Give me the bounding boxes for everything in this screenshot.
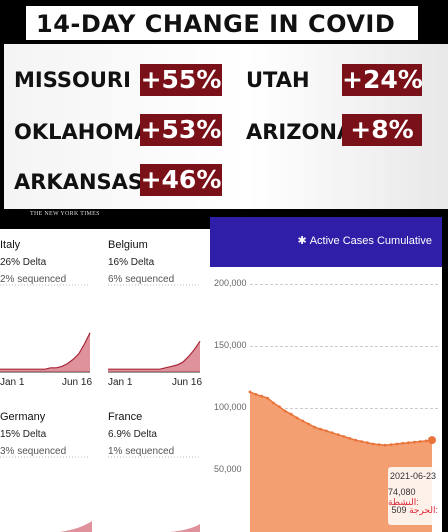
tooltip-active: 74,080 النشطة:	[388, 487, 438, 508]
data-point	[424, 439, 428, 443]
data-point	[336, 433, 340, 437]
tooltip-active-value: 74,080	[388, 487, 416, 497]
x-end-label-italy: Jun 16	[62, 377, 93, 388]
data-point	[348, 437, 352, 440]
data-point	[248, 390, 252, 394]
chart-header	[210, 217, 442, 267]
series-line-belgium	[108, 340, 201, 370]
change-badge-missouri: +55%	[140, 64, 222, 96]
country-label-france: France	[108, 411, 143, 423]
data-point	[278, 405, 281, 409]
delta-share-france: 6.9% Delta	[108, 429, 157, 440]
data-point	[254, 393, 258, 396]
country-label-italy: Italy	[0, 239, 21, 251]
data-point	[260, 394, 264, 398]
sequenced-share-germany: 3% sequenced	[0, 446, 67, 457]
data-point	[366, 441, 369, 445]
y-tick-label: 150,000	[214, 340, 247, 350]
state-label-utah: UTAH	[246, 68, 310, 92]
series-area-belgium	[108, 341, 200, 372]
chart-title: ✱ Active Cases Cumulative	[298, 234, 433, 247]
x-end-label-belgium: Jun 16	[172, 377, 203, 388]
state-label-missouri: MISSOURI	[14, 68, 131, 92]
data-point	[324, 429, 328, 433]
variant-small-multiples: Italy 26% Delta 2% sequenced Jan 1 Jun 1…	[0, 229, 210, 532]
data-point	[401, 441, 404, 445]
gridline	[250, 284, 438, 285]
y-tick-label: 100,000	[214, 402, 247, 412]
data-point	[407, 441, 410, 445]
series-area-italy	[0, 332, 90, 372]
chart-title-text: Active Cases Cumulative	[309, 235, 432, 247]
series-area-france	[170, 524, 200, 532]
delta-share-germany: 15% Delta	[0, 429, 47, 440]
y-tick-label: 50,000	[214, 464, 242, 474]
gridline	[250, 346, 438, 347]
data-point	[295, 416, 299, 420]
state-label-oklahoma: OKLAHOMA	[14, 120, 151, 144]
data-point	[360, 440, 363, 443]
y-tick-label: 200,000	[214, 278, 247, 288]
area-fill	[250, 391, 432, 532]
hover-tooltip: 2021-06-23 74,080 النشطة: 509 الحرجة:	[388, 467, 442, 525]
data-point	[283, 409, 287, 413]
country-label-germany: Germany	[0, 411, 46, 423]
data-point	[418, 440, 422, 443]
data-point	[377, 443, 381, 446]
change-badge-oklahoma: +53%	[140, 114, 222, 146]
asterisk-icon: ✱	[297, 235, 307, 247]
state-label-arkansas: ARKANSAS	[14, 170, 144, 194]
tooltip-critical-value: 509	[391, 505, 407, 515]
change-badge-arkansas: +46%	[140, 164, 222, 196]
tooltip-date: 2021-06-23	[389, 471, 436, 481]
state-label-arizona: ARIZONA	[246, 120, 354, 144]
sequenced-share-belgium: 6% sequenced	[108, 274, 175, 285]
graphic-title: 14-DAY CHANGE IN COVID CASES	[36, 10, 396, 74]
small-multiples-plot	[0, 284, 201, 532]
change-badge-arizona: +8%	[342, 114, 422, 146]
sequenced-share-italy: 2% sequenced	[0, 274, 67, 285]
series-area-germany	[60, 521, 92, 532]
data-point	[354, 438, 358, 442]
data-point	[289, 412, 293, 416]
data-point	[413, 440, 416, 444]
x-start-label-italy: Jan 1	[0, 377, 25, 388]
delta-share-italy: 26% Delta	[0, 257, 47, 268]
data-point	[307, 422, 311, 426]
data-point	[313, 425, 316, 429]
delta-share-belgium: 16% Delta	[108, 257, 155, 268]
data-point	[301, 419, 305, 423]
source-credit: THE NEW YORK TIMES	[30, 211, 100, 217]
data-point	[266, 396, 269, 400]
data-point	[342, 435, 346, 438]
gridline	[250, 408, 438, 409]
change-badge-utah: +24%	[342, 64, 423, 96]
highlight-point	[428, 436, 436, 445]
tooltip-active-label: النشطة:	[388, 497, 419, 507]
series-line-italy	[0, 332, 91, 370]
data-point	[383, 443, 387, 447]
data-point	[389, 443, 393, 446]
data-point	[319, 427, 322, 431]
country-label-belgium: Belgium	[108, 239, 148, 251]
active-cases-chart: ✱ Active Cases Cumulative 2021-06-23 74,0…	[210, 217, 442, 532]
sequenced-share-france: 1% sequenced	[108, 446, 175, 457]
data-point	[330, 431, 334, 435]
data-point	[272, 401, 275, 405]
news-graphic: 14-DAY CHANGE IN COVID CASES MISSOURI +5…	[0, 0, 448, 217]
data-point	[371, 442, 375, 446]
title-bar	[26, 6, 418, 40]
area-plot	[248, 390, 436, 532]
x-start-label-belgium: Jan 1	[108, 377, 133, 388]
data-point	[395, 442, 399, 446]
tooltip-critical-label: الحرجة:	[409, 505, 438, 515]
tooltip-critical: 509 الحرجة:	[392, 505, 438, 516]
